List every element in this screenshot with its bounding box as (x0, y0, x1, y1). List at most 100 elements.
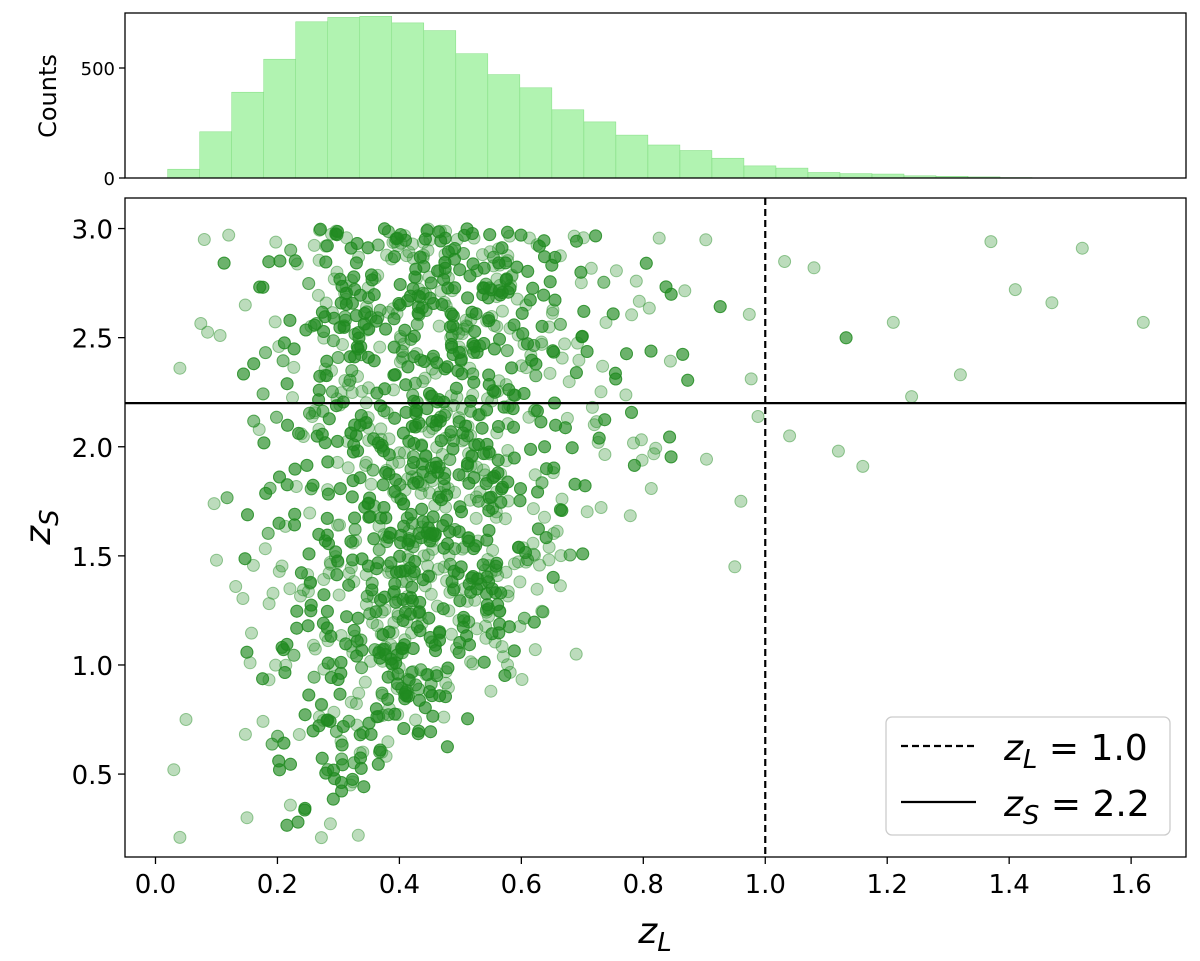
scatter-point (294, 566, 308, 580)
scatter-point (276, 354, 290, 368)
scatter-point (519, 298, 533, 312)
scatter-point (315, 427, 329, 441)
scatter-point (565, 441, 579, 455)
scatter-point (388, 368, 402, 382)
scatter-point (376, 628, 390, 642)
scatter-point (543, 275, 557, 289)
scatter-point (443, 525, 457, 539)
scatter-point (886, 315, 900, 329)
scatter-point (456, 426, 470, 440)
scatter-point (320, 713, 334, 727)
scatter-point (303, 506, 317, 520)
scatter-point (389, 595, 403, 609)
scatter-point (439, 299, 453, 313)
scatter-point (318, 534, 332, 548)
scatter-point (266, 586, 280, 600)
scatter-point (210, 553, 223, 567)
scatter-point (344, 778, 357, 792)
scatter-point (324, 671, 338, 684)
scatter-point (379, 466, 393, 479)
scatter-point (577, 231, 590, 245)
scatter-point (321, 634, 335, 648)
scatter-point (345, 490, 359, 504)
histogram-bar (167, 168, 200, 179)
scatter-point (452, 346, 466, 359)
scatter-point (378, 603, 392, 617)
scatter-point (479, 603, 493, 617)
scatter-point (261, 526, 275, 540)
scatter-point (461, 531, 475, 545)
scatter-point (512, 540, 526, 554)
scatter-point (415, 301, 429, 315)
scatter-point (484, 684, 498, 698)
scatter-point (547, 345, 561, 359)
scatter-point (324, 557, 338, 571)
scatter-point (359, 455, 373, 469)
scatter-point (289, 480, 303, 493)
scatter-point (331, 351, 345, 364)
scatter-point (397, 337, 411, 351)
scatter-point (460, 222, 474, 236)
scatter-point (528, 643, 542, 657)
scatter-point (373, 651, 387, 665)
scatter-point (257, 436, 271, 450)
scatter-point (337, 320, 351, 334)
scatter-point (394, 236, 408, 250)
scatter-point (345, 364, 359, 378)
scatter-point (472, 438, 486, 451)
scatter-point (514, 482, 527, 496)
scatter-point (744, 372, 758, 386)
scatter-point (598, 448, 612, 461)
scatter-point (345, 386, 359, 399)
scatter-point (236, 592, 250, 605)
scatter-point (355, 661, 369, 675)
scatter-point (476, 558, 490, 572)
scatter-point (664, 287, 678, 301)
scatter-point (407, 567, 421, 581)
scatter-point (438, 431, 452, 445)
scatter-point (382, 530, 396, 544)
scatter-point (273, 254, 287, 268)
scatter-point (493, 332, 506, 346)
scatter-point (484, 283, 498, 297)
scatter-point (315, 305, 329, 319)
scatter-point (429, 666, 443, 679)
scatter-point (531, 522, 545, 536)
scatter-points (167, 222, 1150, 845)
scatter-point (454, 352, 468, 366)
scatter-point (370, 562, 383, 576)
scatter-point (501, 417, 515, 431)
scatter-point (531, 485, 545, 499)
scatter-point (507, 644, 521, 658)
scatter-point (240, 645, 254, 659)
scatter-point (441, 661, 455, 675)
scatter-point (388, 577, 402, 591)
scatter-point (437, 560, 451, 574)
scatter-point (537, 288, 551, 302)
scatter-point (312, 422, 326, 436)
scatter-point (480, 598, 494, 612)
scatter-point (390, 565, 403, 579)
scatter-point (466, 257, 480, 271)
histogram-bar (295, 21, 328, 179)
scatter-point (536, 605, 550, 619)
scatter-point (280, 637, 294, 651)
scatter-point (365, 583, 379, 597)
scatter-point (501, 285, 515, 299)
scatter-point (426, 709, 440, 723)
scatter-point (350, 237, 364, 250)
scatter-point (448, 252, 461, 266)
scatter-point (422, 425, 436, 439)
scatter-point (424, 587, 438, 601)
scatter-point (391, 677, 404, 691)
scatter-point (441, 271, 455, 285)
scatter-point (281, 418, 294, 432)
scatter-point (398, 692, 412, 706)
scatter-point (385, 657, 399, 671)
scatter-point (402, 532, 416, 546)
scatter-point (334, 776, 348, 789)
scatter-point (331, 673, 345, 686)
scatter-point (486, 501, 500, 515)
scatter-point (387, 312, 401, 326)
scatter-point (407, 456, 420, 469)
